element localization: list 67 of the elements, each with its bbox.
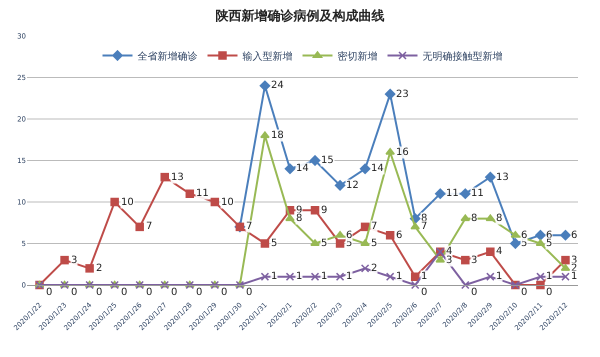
data-label: 10 xyxy=(221,197,234,208)
data-label: 5 xyxy=(546,238,552,249)
data-label: 7 xyxy=(421,221,428,232)
data-label: 0 xyxy=(121,287,128,298)
data-label: 8 xyxy=(471,213,478,224)
data-label: 0 xyxy=(521,287,528,298)
data-label: 7 xyxy=(246,221,252,232)
data-label: 14 xyxy=(371,163,384,174)
data-label: 6 xyxy=(571,230,578,241)
data-label: 0 xyxy=(471,287,478,298)
data-label: 13 xyxy=(496,172,509,183)
data-label: 0 xyxy=(96,287,102,298)
data-label: 1 xyxy=(546,271,552,282)
data-label: 1 xyxy=(271,271,278,282)
data-label: 0 xyxy=(46,287,52,298)
data-label: 18 xyxy=(271,130,284,141)
data-label: 0 xyxy=(171,287,178,298)
data-label: 1 xyxy=(396,271,402,282)
data-label: 0 xyxy=(421,287,428,298)
data-label: 14 xyxy=(296,163,309,174)
data-label: 6 xyxy=(521,230,528,241)
data-label: 8 xyxy=(496,213,502,224)
data-label: 1 xyxy=(321,271,328,282)
legend-label: 全省新增确诊 xyxy=(138,50,198,62)
data-label: 8 xyxy=(296,213,302,224)
data-label: 0 xyxy=(546,287,552,298)
data-label: 5 xyxy=(321,238,328,249)
data-label: 11 xyxy=(196,188,209,199)
data-label: 3 xyxy=(71,255,78,266)
data-label: 7 xyxy=(371,221,378,232)
data-label: 1 xyxy=(571,271,578,282)
data-label: 11 xyxy=(446,188,459,199)
legend-label: 无明确接触型新增 xyxy=(422,50,502,62)
data-label: 9 xyxy=(321,205,328,216)
data-label: 1 xyxy=(296,271,302,282)
data-label: 5 xyxy=(271,238,278,249)
data-label: 0 xyxy=(71,287,78,298)
legend-label: 密切新增 xyxy=(338,50,378,62)
data-label: 23 xyxy=(396,89,409,100)
data-label: 4 xyxy=(496,246,502,257)
data-label: 7 xyxy=(146,221,152,232)
data-label: 1 xyxy=(346,271,352,282)
data-label: 10 xyxy=(121,197,134,208)
data-label: 24 xyxy=(271,80,284,91)
data-label: 5 xyxy=(346,238,352,249)
chart-title: 陕西新增确诊病例及构成曲线 xyxy=(216,8,384,24)
data-label: 6 xyxy=(346,230,352,241)
data-label: 0 xyxy=(221,287,228,298)
data-label: 11 xyxy=(471,188,484,199)
data-label: 0 xyxy=(146,287,152,298)
data-label: 5 xyxy=(371,238,378,249)
data-label: 15 xyxy=(321,155,334,166)
data-label: 12 xyxy=(346,180,359,191)
data-label: 6 xyxy=(396,230,402,241)
data-label: 1 xyxy=(421,271,428,282)
legend-label: 输入型新增 xyxy=(242,50,292,62)
data-label: 2 xyxy=(96,263,102,274)
data-label: 16 xyxy=(396,147,409,158)
data-label: 5 xyxy=(521,238,528,249)
data-label: 3 xyxy=(446,255,452,266)
data-label: 2 xyxy=(371,263,378,274)
data-label: 0 xyxy=(196,287,202,298)
data-label: 0 xyxy=(246,287,252,298)
data-label: 13 xyxy=(171,172,184,183)
data-label: 4 xyxy=(446,246,452,257)
data-label: 1 xyxy=(496,271,502,282)
data-label: 3 xyxy=(471,255,478,266)
